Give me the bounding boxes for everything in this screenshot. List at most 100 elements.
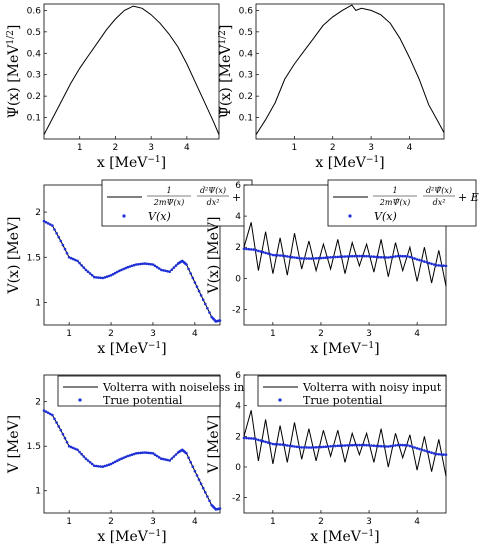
series-marker [302,446,306,449]
series-marker [130,264,134,268]
y-axis-label: Ψ(x) [MeV1/2] [6,25,22,119]
series-marker [336,444,340,448]
series-marker [276,443,280,446]
y-axis-label: V [MeV] [206,415,222,474]
series-marker [55,232,58,235]
series-marker [418,258,421,262]
series-marker [185,452,188,455]
y-axis-label: Ψ̃(x) [MeV1/2] [218,25,234,119]
series-marker [276,254,280,257]
series-marker [442,453,445,456]
series-marker [137,451,140,455]
series-marker [247,247,251,251]
series-marker [307,257,311,260]
series-marker [427,450,431,454]
legend-line-label: Volterra with noisy input [302,381,442,394]
y-tick-label: 2 [35,398,41,408]
series-marker [367,443,371,447]
series-marker [257,249,260,253]
series-marker [435,264,438,267]
series-marker [444,264,448,268]
x-axis-label: x [MeV−1] [97,155,166,171]
series-marker [149,263,153,266]
series-marker [143,451,146,454]
series-marker [124,266,127,270]
series-marker [269,442,272,445]
series-marker [174,264,178,267]
series-marker [259,439,263,442]
series-marker [346,444,349,447]
series-marker [101,465,104,469]
series-marker [375,444,378,448]
series-marker [206,495,209,498]
y-tick-label: 2 [235,243,241,253]
x-tick-label: 1 [66,517,72,527]
series-marker [310,257,313,260]
series-marker [130,453,134,457]
x-tick-label: 1 [270,329,276,339]
series-marker [109,462,113,466]
series-marker [59,239,63,243]
series-marker [387,256,390,259]
series-marker [97,276,100,279]
series-marker [261,250,265,254]
y-tick-label: 0.3 [27,71,41,81]
series-marker [329,445,332,448]
series-marker [113,271,117,275]
series-marker [326,445,330,448]
panel-v-clean-volterra: 1 2 3 4 1 1.5 2 x [MeV−1] V [MeV] Volterra with n… [6,374,263,545]
series-marker [348,254,352,258]
series-marker [338,444,342,448]
y-tick-label: 0.2 [27,92,41,102]
series-marker [120,268,123,272]
series-marker [82,455,86,458]
series-marker [307,446,311,449]
series-marker [160,268,163,272]
series-marker [403,254,407,258]
series-marker [116,459,119,463]
series-marker [406,443,409,447]
x-tick-label: 2 [108,517,114,527]
series-marker [191,276,195,280]
series-marker [116,270,119,274]
series-marker [189,461,192,464]
series-marker [314,446,318,449]
svg-text:dx²: dx² [433,198,446,207]
x-tick-label: 2 [330,143,336,153]
series-marker [93,464,96,468]
series-marker [245,247,248,251]
series-marker [195,474,199,477]
x-tick-label: 3 [366,329,372,339]
x-tick-label: 2 [318,329,324,339]
series-marker [101,276,104,280]
series-marker [300,446,304,449]
series-marker [93,275,96,279]
series-marker [105,275,109,279]
series-marker [257,438,260,442]
series-marker [375,255,378,259]
series-marker [111,461,115,465]
series-marker [350,443,354,447]
series-marker [367,254,371,258]
y-tick-label: 1.5 [27,442,41,452]
x-tick-label: 1 [77,143,83,153]
series-marker [312,257,316,260]
series-marker [193,281,197,284]
series-marker [164,458,167,461]
series-marker [396,254,400,258]
series-marker [261,439,265,443]
series-marker [408,444,412,448]
legend-marker-swatch [78,398,82,402]
series-marker [437,453,441,456]
series-marker [274,253,277,257]
series-marker [286,255,289,258]
series-marker [72,257,75,261]
series-marker [204,491,207,494]
series-marker [172,455,176,458]
series-marker [353,254,356,258]
series-marker [425,261,429,264]
y-tick-label: 0.4 [239,49,254,59]
y-tick-label: -2 [232,494,241,504]
y-tick-label: 0 [235,463,241,473]
series-marker [415,258,419,261]
